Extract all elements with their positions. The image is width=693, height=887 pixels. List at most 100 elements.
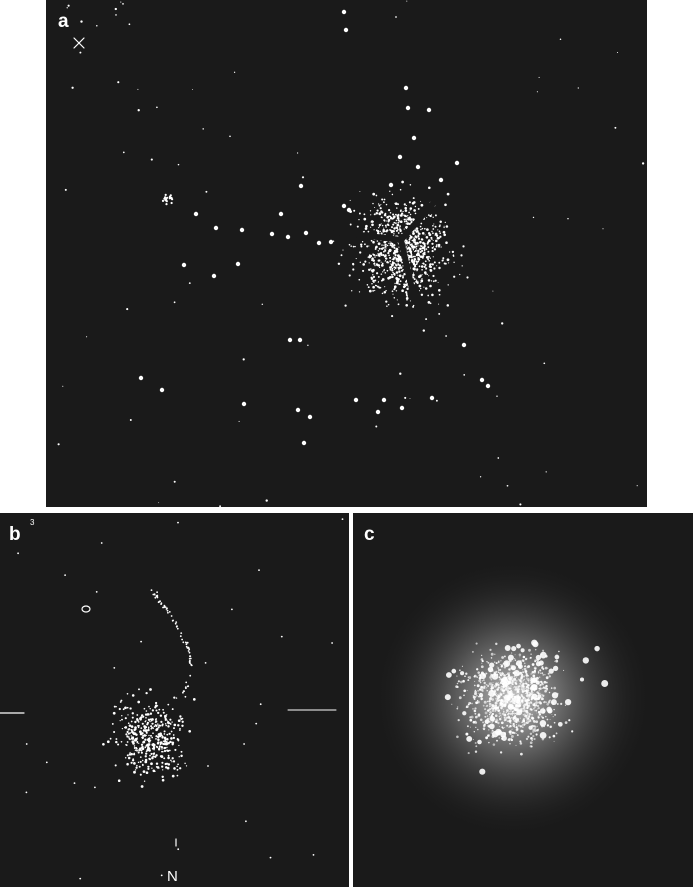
cluster-star <box>377 281 380 283</box>
field-star <box>536 91 538 93</box>
bright-star <box>241 401 247 407</box>
cluster-star <box>485 688 487 690</box>
bright-star <box>478 693 484 698</box>
cluster-star <box>523 675 526 678</box>
cluster-star <box>501 677 503 679</box>
cluster-star <box>477 714 481 718</box>
dark-spike <box>398 197 439 243</box>
cluster-star <box>172 734 175 736</box>
field-star <box>307 344 309 346</box>
cluster-star <box>405 297 409 300</box>
cluster-star <box>456 707 459 710</box>
cluster-star <box>417 257 420 260</box>
cluster-star <box>150 734 152 737</box>
cluster-star <box>409 243 412 246</box>
cluster-star <box>444 221 446 224</box>
cluster-star <box>156 746 159 749</box>
cluster-star <box>406 287 409 291</box>
cluster-star <box>374 284 377 287</box>
field-star <box>422 329 425 332</box>
cluster-star <box>494 701 498 705</box>
cluster-star <box>405 303 409 307</box>
cluster-star <box>395 258 398 261</box>
arc-star <box>188 648 191 651</box>
cluster-star <box>397 221 400 224</box>
bright-star <box>388 182 394 188</box>
cluster-star <box>421 249 424 252</box>
cluster-star <box>418 231 420 234</box>
cluster-star <box>145 726 148 729</box>
cluster-star <box>145 710 148 712</box>
cluster-star <box>515 676 517 678</box>
field-star <box>71 86 74 89</box>
cluster-star <box>521 726 524 728</box>
cluster-star <box>415 236 418 239</box>
cluster-star <box>161 751 163 753</box>
bright-star <box>415 164 421 170</box>
nebula-patch <box>168 196 171 199</box>
cluster-star <box>489 708 492 711</box>
cluster-star <box>490 678 493 681</box>
field-star <box>543 362 546 365</box>
cluster-star <box>384 245 387 248</box>
cluster-star <box>438 230 441 233</box>
cluster-star <box>533 666 537 670</box>
cluster-star <box>467 752 470 755</box>
cluster-star <box>121 715 123 717</box>
cluster-star <box>522 696 525 699</box>
bright-star <box>594 645 600 652</box>
cluster-star <box>472 739 474 740</box>
cluster-star <box>147 767 150 771</box>
cluster-star <box>395 277 399 281</box>
cluster-star <box>403 214 407 218</box>
cluster-star <box>514 715 517 717</box>
cluster-star <box>122 708 125 711</box>
cluster-star <box>401 289 404 293</box>
cluster-star <box>490 685 493 688</box>
cluster-star <box>474 675 476 677</box>
cluster-star <box>460 254 463 257</box>
cluster-star <box>532 691 534 694</box>
cluster-star <box>524 669 528 673</box>
field-star <box>373 281 375 284</box>
cluster-star <box>484 711 488 715</box>
cluster-star <box>506 686 510 690</box>
field-star <box>73 782 76 784</box>
cluster-star <box>376 240 379 242</box>
cluster-star <box>412 276 415 279</box>
cluster-star <box>378 225 380 228</box>
cluster-star <box>420 265 424 268</box>
cluster-star <box>408 211 410 214</box>
cluster-star <box>397 262 399 264</box>
field-star <box>406 0 408 2</box>
cluster-star <box>479 718 483 722</box>
cluster-star <box>129 707 132 710</box>
field-star <box>150 158 153 161</box>
cluster-star <box>432 280 435 283</box>
cluster-star <box>527 675 529 677</box>
cluster-star <box>551 714 553 715</box>
cluster-star <box>378 226 380 229</box>
cluster-star <box>384 243 387 246</box>
cluster-star <box>500 685 503 688</box>
cluster-star <box>522 704 526 707</box>
cluster-star <box>522 717 526 721</box>
cluster-star <box>147 743 151 746</box>
bright-star <box>399 405 405 411</box>
cluster-star <box>128 724 132 727</box>
cluster-star <box>139 730 142 734</box>
cluster-star <box>518 692 520 694</box>
cluster-star <box>389 216 393 220</box>
cluster-star <box>433 248 437 251</box>
cluster-star <box>420 222 423 225</box>
cluster-star <box>159 714 163 717</box>
cluster-star <box>370 221 372 223</box>
cluster-star <box>463 694 465 697</box>
cluster-star <box>340 254 343 257</box>
field-star <box>117 81 120 84</box>
cluster-star <box>495 695 498 697</box>
cluster-star <box>135 746 138 749</box>
cluster-star <box>478 696 479 697</box>
bright-star <box>501 676 509 684</box>
cluster-star <box>403 283 405 286</box>
